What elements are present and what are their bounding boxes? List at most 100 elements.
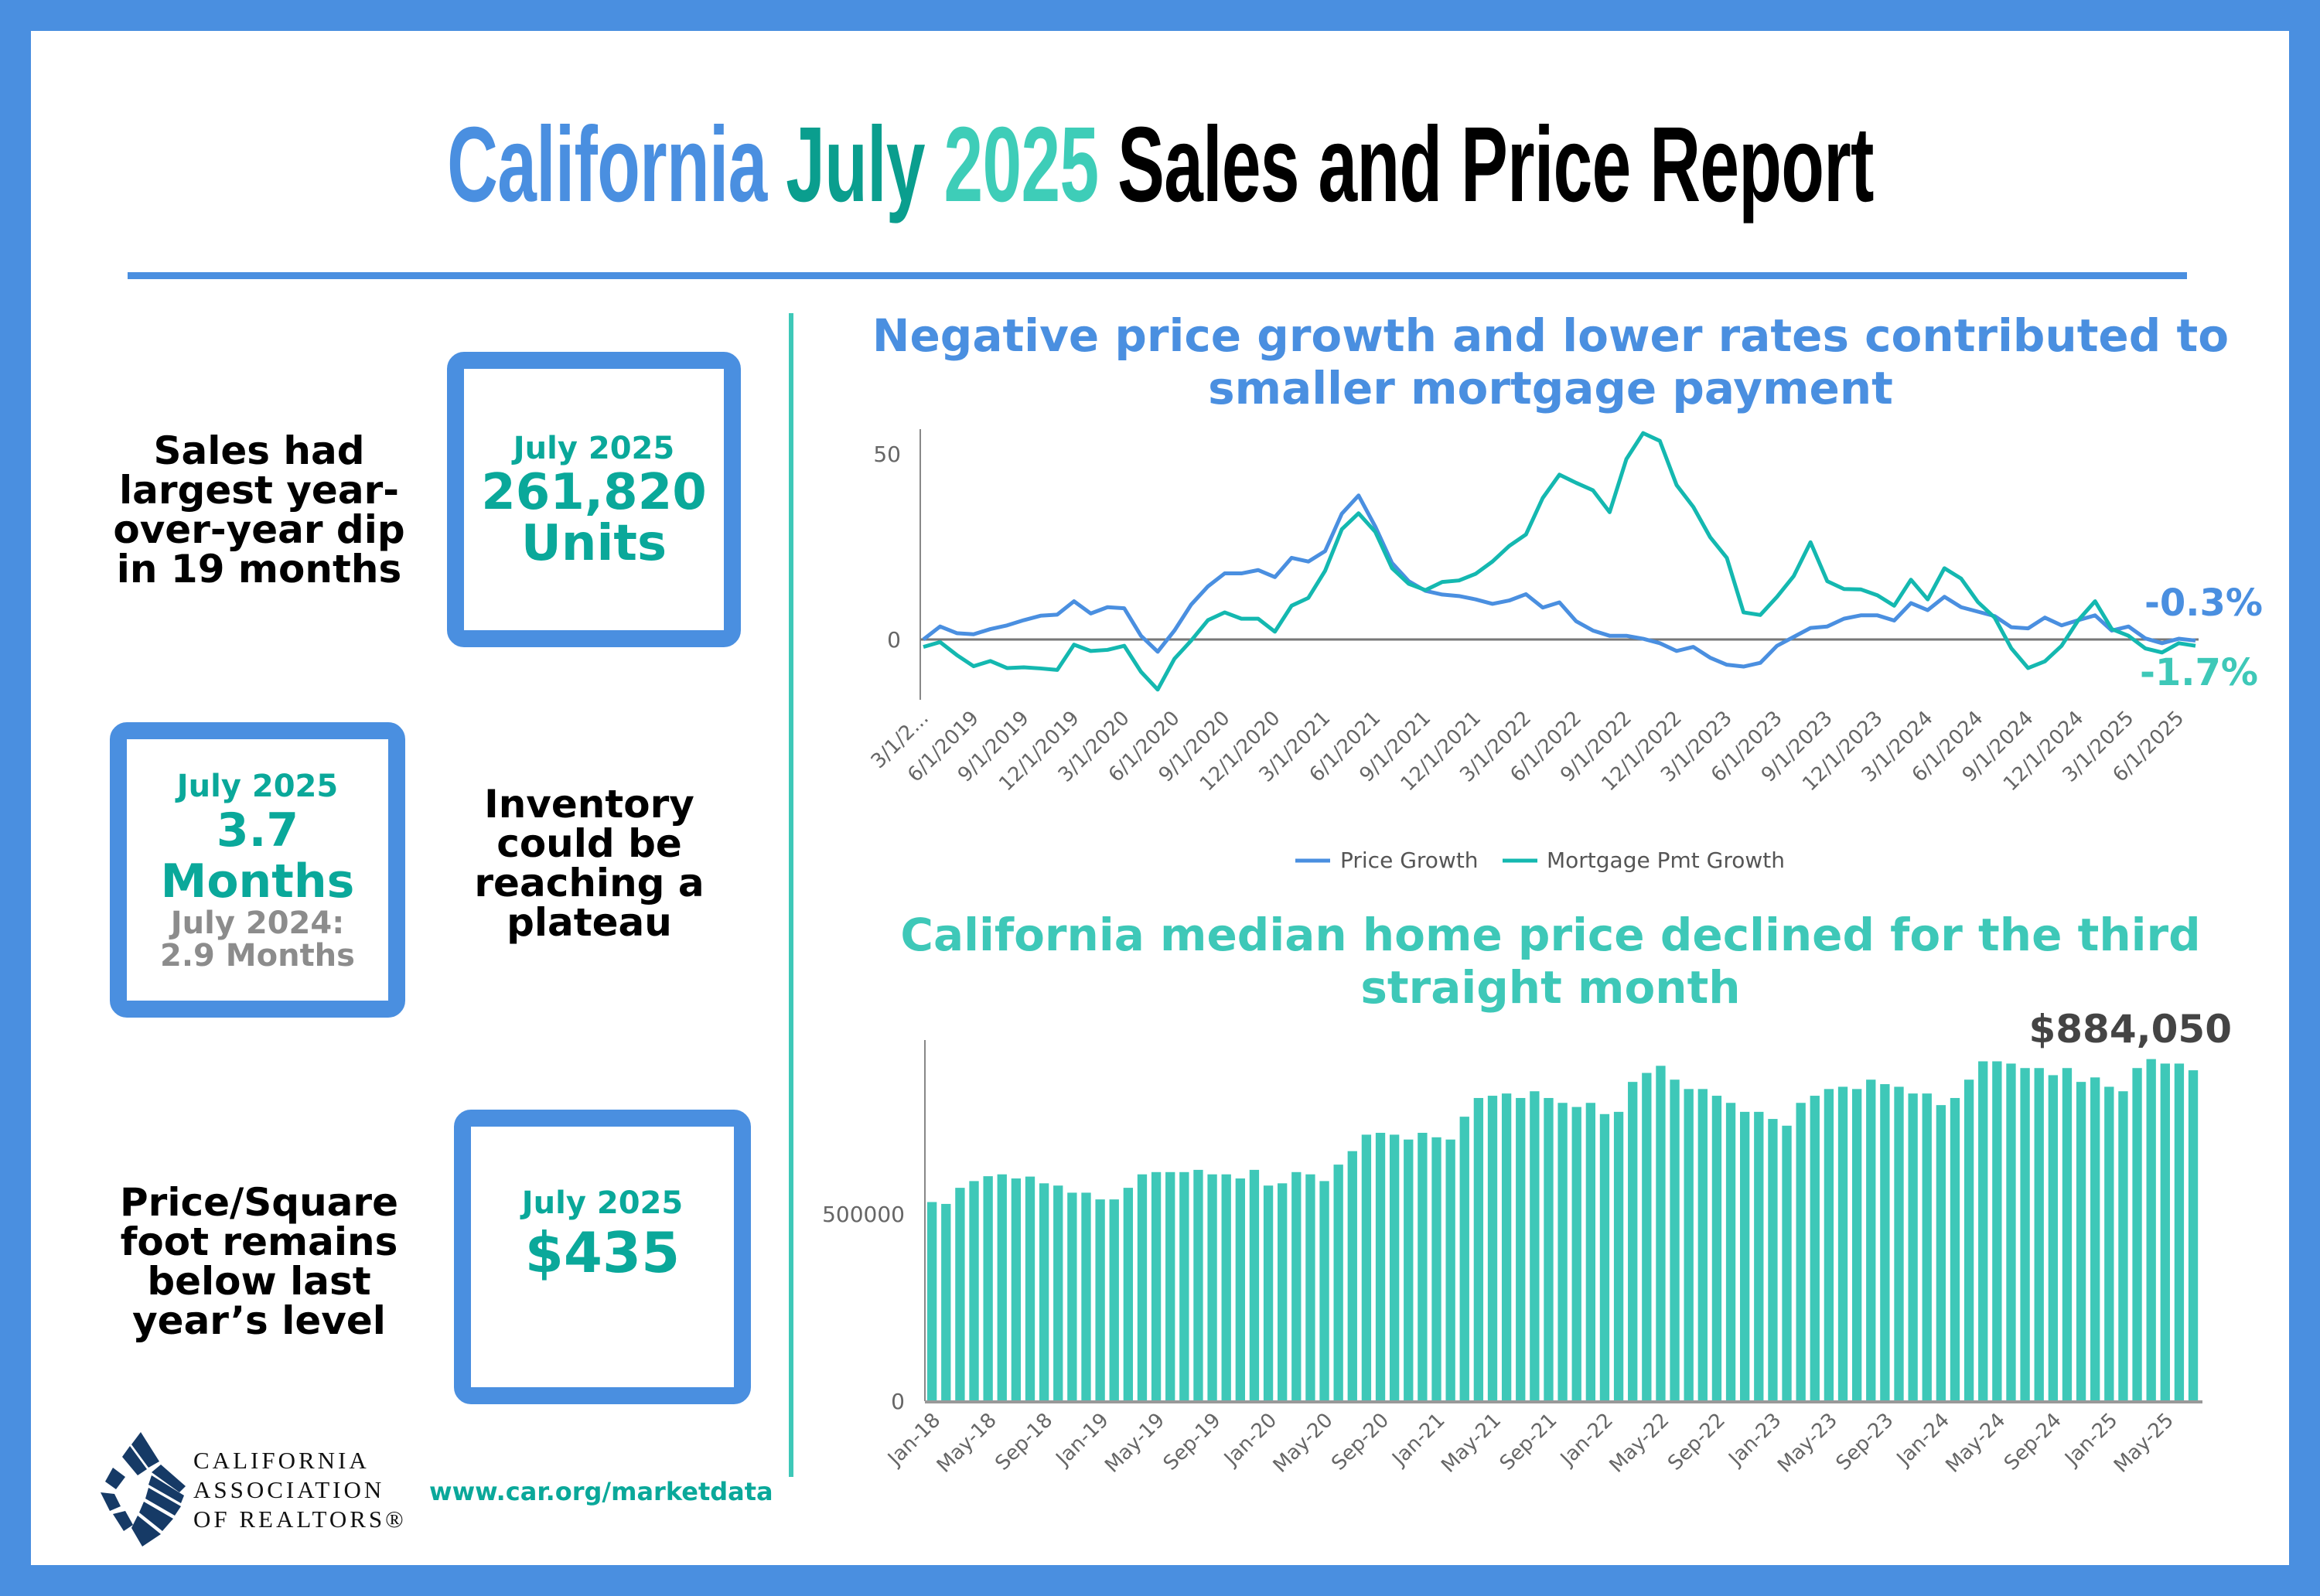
price-bar: [1810, 1096, 1820, 1401]
price-bar: [1837, 1086, 1848, 1401]
sales-unit: Units: [520, 515, 667, 572]
price-bar: [1642, 1073, 1652, 1401]
price-bar: [2118, 1091, 2128, 1401]
price-bar: [1319, 1181, 1329, 1401]
price-sqft-card: July 2025 $435: [454, 1110, 751, 1404]
x-tick-label: May-21: [1437, 1409, 1506, 1478]
price-bar: [1782, 1125, 1792, 1401]
price-bar: [1656, 1066, 1666, 1401]
y-tick-label: 0: [887, 627, 901, 653]
x-tick-label: Sep-23: [1832, 1409, 1899, 1475]
price-bar: [1670, 1079, 1680, 1401]
price-bar: [1544, 1097, 1554, 1401]
x-tick-label: May-22: [1605, 1409, 1674, 1478]
price-bar: [2020, 1068, 2030, 1401]
x-tick-label: Sep-19: [1159, 1409, 1226, 1475]
price-bar: [1936, 1105, 1946, 1401]
price-bar: [955, 1188, 965, 1401]
column-divider: [789, 313, 793, 1477]
price-bar: [1151, 1171, 1162, 1401]
sales-card: July 2025 261,820 Units: [447, 352, 741, 647]
line-chart-title: Negative price growth and lower rates co…: [872, 309, 2230, 414]
report-title: California July 2025 Sales and Price Rep…: [0, 107, 2320, 223]
price-bar: [1278, 1183, 1288, 1401]
price-bar: [2104, 1086, 2114, 1401]
price-bar: [1389, 1134, 1400, 1401]
x-tick-label: Sep-24: [2000, 1409, 2066, 1475]
price-bar: [1025, 1176, 1035, 1401]
price-bar: [2062, 1068, 2073, 1401]
sales-note: Sales had largest year-over-year dip in …: [113, 428, 405, 592]
price-bar: [1165, 1171, 1175, 1401]
price-bar: [1880, 1084, 1890, 1401]
y-tick-label: 500000: [822, 1202, 905, 1227]
x-tick-label: May-25: [2110, 1409, 2178, 1478]
price-bar: [1501, 1093, 1512, 1401]
inventory-value: 3.7 Months: [160, 803, 355, 909]
price-bar: [1963, 1079, 1974, 1401]
price-bar: [1978, 1061, 1988, 1401]
price-bar: [1109, 1199, 1119, 1401]
price-bar: [2090, 1077, 2100, 1401]
price-bar: [1711, 1096, 1722, 1401]
price-bar: [2160, 1063, 2170, 1401]
price-bar: [2146, 1059, 2156, 1401]
price-bar: [1291, 1171, 1302, 1401]
legend-mortgage-label: Mortgage Pmt Growth: [1547, 847, 1785, 873]
title-part: 2025: [943, 105, 1117, 224]
x-tick-label: May-19: [1100, 1409, 1169, 1478]
inventory-prior-label: July 2024:: [170, 905, 345, 941]
price-bar: [1473, 1097, 1484, 1401]
inventory-card: July 2025 3.7 Months July 2024: 2.9 Mont…: [110, 722, 405, 1018]
price-bar: [1095, 1199, 1105, 1401]
x-tick-label: Sep-20: [1327, 1409, 1394, 1475]
price-bar: [1305, 1174, 1315, 1401]
price-bar: [1249, 1169, 1260, 1401]
inventory-prior-value: 2.9 Months: [160, 938, 355, 974]
y-tick-label: 0: [891, 1389, 905, 1414]
price-bar: [2174, 1063, 2185, 1401]
price-bar: [1193, 1169, 1203, 1401]
price-growth-end-label: -0.3%: [2144, 581, 2263, 625]
logo-line: ASSOCIATION: [193, 1476, 385, 1503]
price-bar: [1740, 1111, 1750, 1401]
x-tick-label: Sep-18: [991, 1409, 1057, 1475]
price-bar: [1081, 1192, 1091, 1401]
price-bar: [1361, 1134, 1372, 1401]
price-bar: [1516, 1097, 1526, 1401]
bar-chart-title: California median home price declined fo…: [900, 909, 2201, 1014]
price-bar: [1067, 1192, 1077, 1401]
logo-line: OF REALTORS®: [193, 1506, 407, 1533]
price-bar: [969, 1181, 979, 1401]
series-line-mortgage-pmt-growth: [923, 431, 2196, 692]
price-bar: [1613, 1111, 1624, 1401]
price-bar: [1908, 1093, 1918, 1401]
header-divider: [128, 272, 2187, 279]
price-bar: [1894, 1086, 1904, 1401]
price-bar: [1011, 1178, 1022, 1401]
car-logo-icon: [101, 1432, 186, 1547]
price-bar: [1992, 1061, 2002, 1401]
price-bar: [2132, 1068, 2142, 1401]
price-bar: [1137, 1174, 1148, 1401]
legend-price-growth-label: Price Growth: [1340, 847, 1479, 873]
x-tick-label: May-24: [1942, 1409, 2011, 1478]
price-sqft-note: Price/Square foot remains below last yea…: [120, 1180, 398, 1343]
price-bar: [1221, 1174, 1231, 1401]
price-bar: [1599, 1113, 1610, 1401]
price-bar: [1039, 1183, 1049, 1401]
x-tick-label: May-23: [1773, 1409, 1842, 1478]
x-tick-label: Sep-22: [1663, 1409, 1730, 1475]
price-bar: [1053, 1185, 1063, 1401]
market-data-link[interactable]: www.car.org/marketdata: [429, 1477, 773, 1506]
price-bar: [1347, 1151, 1357, 1401]
inventory-note: Inventory could be reaching a plateau: [474, 782, 705, 945]
price-bar: [1628, 1082, 1638, 1401]
x-tick-label: Sep-21: [1496, 1409, 1562, 1475]
title-part: Sales and Price Report: [1117, 105, 1874, 224]
title-part: California: [446, 105, 786, 224]
price-bar: [983, 1176, 993, 1401]
car-logo-text: CALIFORNIA ASSOCIATION OF REALTORS®: [193, 1446, 407, 1534]
price-bar: [1459, 1117, 1469, 1401]
